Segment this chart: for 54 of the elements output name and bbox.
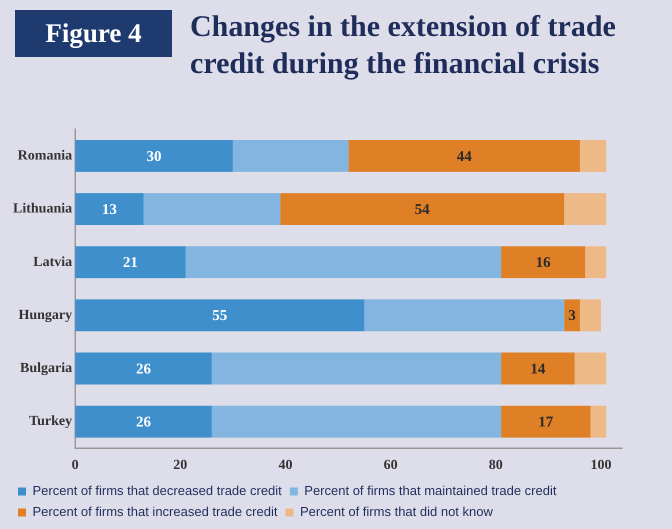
bar [75,299,364,332]
legend-label: Percent of firms that decreased trade credit [32,483,282,498]
bar [564,299,580,332]
bar [75,193,144,226]
bar [75,246,186,278]
x-tick-label: 60 [384,458,398,474]
x-tick-label: 100 [590,458,612,474]
y-tick-label: Hungary [18,308,72,323]
data-label: 3 [568,308,576,324]
x-tick-label: 20 [173,458,188,474]
data-label: 44 [456,148,472,165]
bar [501,352,575,384]
data-label: 16 [536,255,552,272]
bar [75,140,233,172]
bar [348,140,580,172]
data-label: 14 [530,361,546,378]
x-tick-label: 40 [278,458,292,474]
data-label: 26 [136,361,152,378]
bar [501,246,586,278]
legend-label: Percent of firms that did not know [300,504,494,520]
bar [75,352,212,384]
data-label: 21 [122,255,138,272]
bar [564,193,606,226]
bar [590,406,606,438]
data-label: 26 [136,414,152,431]
y-tick-label: Lithuania [12,202,72,217]
data-label: 30 [146,148,162,165]
chart-title: Changes in the extension of trade credit during the financial crisis [190,9,617,82]
bar [75,406,212,438]
bar [143,193,280,226]
bar [280,193,564,226]
x-tick-label: 80 [488,458,503,474]
data-label: 55 [212,308,228,324]
y-tick-label: Latvia [33,254,72,270]
bar [580,299,601,332]
y-tick-label: Romania [18,148,72,164]
bar [364,299,564,332]
bar [574,352,606,384]
bar [501,406,590,438]
bar [580,140,606,172]
bar [212,406,502,438]
data-label: 13 [102,202,117,218]
bar [212,352,502,384]
legend-label: Percent of firms that maintained trade credit [304,483,557,498]
x-tick-label: 0 [72,458,79,474]
y-tick-label: Bulgaria [20,361,72,376]
y-tick-label: Turkey [29,414,72,430]
data-label: 54 [414,202,430,218]
data-label: 17 [538,414,554,431]
bar [585,246,606,278]
caption: Figure 4 [15,10,172,57]
bar [186,246,502,278]
bar [232,140,349,172]
legend-label: Percent of firms that increased trade credit [32,504,278,520]
